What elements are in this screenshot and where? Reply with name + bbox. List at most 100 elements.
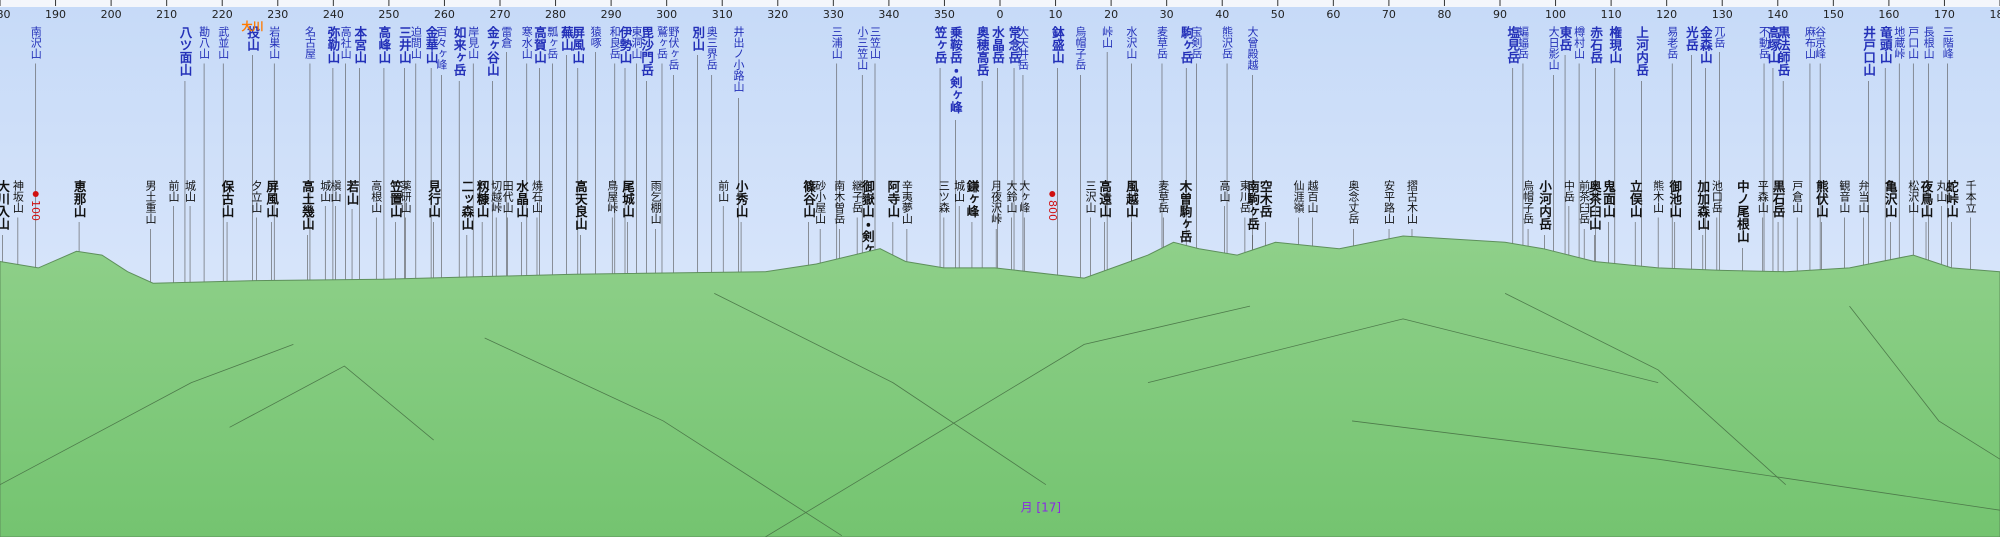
sun-label: 大川 <box>242 19 264 33</box>
tick-label: 30 <box>1160 8 1174 21</box>
peak-label: 金森山 <box>1698 25 1713 64</box>
peak-label: 名古屋 <box>303 25 316 60</box>
peak-label: 雷倉 <box>500 26 513 49</box>
peak-label: 城山 <box>184 180 197 202</box>
peak-label: 小河内岳 <box>1537 179 1552 231</box>
tick-label: 350 <box>934 8 955 21</box>
peak-label: 継子岳 <box>851 180 864 213</box>
peak-label: 池口岳 <box>1710 180 1723 213</box>
peak-label: 風越山 <box>1124 180 1139 218</box>
ruler-ticks: 1801902002102202302402502602702802903003… <box>0 0 2000 21</box>
peak-label: 黒法師岳 <box>1776 26 1791 77</box>
tick-label: 260 <box>434 8 455 21</box>
peak-label: 戸口山 <box>1907 26 1920 59</box>
peak-label: 三笠山 <box>869 26 882 59</box>
peak-label: 駒ヶ岳 <box>1179 25 1194 64</box>
peak-label: 黒石岳 <box>1771 180 1786 218</box>
tick-label: 150 <box>1823 8 1844 21</box>
moon-label: 月 [17] <box>1021 501 1061 515</box>
peak-label: 蕪山 <box>559 25 574 52</box>
tick-label: 70 <box>1382 8 1396 21</box>
tick-label: 90 <box>1493 8 1507 21</box>
peak-label: 樽村山 <box>1573 25 1586 59</box>
tick-label: 310 <box>712 8 733 21</box>
peak-label: 高山 <box>1218 179 1231 202</box>
peak-label: 塩見岳 <box>1505 25 1520 64</box>
peak-label: 御池山 <box>1667 179 1682 218</box>
peak-label: 前茶臼岳 <box>1578 179 1591 224</box>
peak-label: 麦草岳 <box>1157 180 1170 213</box>
peak-label: 如来ヶ岳 <box>452 25 467 77</box>
tick-label: 140 <box>1767 8 1788 21</box>
peak-label: 高土幾山 <box>300 179 315 231</box>
marker-dot <box>32 191 39 197</box>
peak-label: 御嶽山・剣ヶ峰 <box>860 179 875 268</box>
peak-label: 神坂山 <box>11 179 24 213</box>
peak-label: 空木岳 <box>1258 179 1273 218</box>
peak-label: 焼石山 <box>530 180 543 213</box>
peak-label: 弥勒山 <box>325 25 340 64</box>
tick-label: 40 <box>1215 8 1229 21</box>
peak-label: 上河内岳 <box>1634 25 1649 77</box>
peak-label: 鳥屋峠 <box>606 179 619 214</box>
peak-label: 高社山 <box>339 25 352 59</box>
peak-label: 戸倉山 <box>1791 180 1804 213</box>
peak-label: 乗鞍岳・剣ヶ峰 <box>948 25 963 114</box>
peak-label: 岸見山 <box>467 26 480 59</box>
peak-label: 城山 <box>319 180 332 202</box>
tick-label: 130 <box>1712 8 1733 21</box>
peak-label: 越百山 <box>1306 179 1319 213</box>
peak-label: 八ツ面山 <box>177 26 192 77</box>
ridge-line <box>1147 318 1659 384</box>
peak-label: 籾糠山 <box>475 179 490 218</box>
marker-dot <box>1049 191 1056 197</box>
peak-label: 水晶岳 <box>990 25 1005 64</box>
peak-label: 東洞山 <box>630 26 643 59</box>
peak-label: 岩巣山 <box>268 25 281 59</box>
tick-label: 340 <box>878 8 899 21</box>
peak-label: 東岳 <box>1558 25 1573 52</box>
peak-label: 熊木山 <box>1652 180 1665 213</box>
peak-label: 立俣山 <box>1628 179 1643 218</box>
peak-label: 鬼面山 <box>1601 179 1616 218</box>
peak-label: 金ヶ谷山 <box>485 25 500 77</box>
peak-label: 雨乞棚山 <box>649 180 662 224</box>
peak-label: 南木曽岳 <box>833 180 846 224</box>
peak-label: 常念岳 <box>1007 25 1022 64</box>
peak-label: 高峰山 <box>376 25 391 64</box>
tick-label: 180 <box>1990 8 2000 21</box>
peak-label: 本宮山 <box>352 25 367 64</box>
peak-label: 恵那山 <box>72 179 87 218</box>
peak-label: 屏風山 <box>570 26 585 64</box>
peak-label: 易老岳 <box>1666 26 1679 59</box>
peak-label: 南沢山 <box>29 26 42 59</box>
peak-label: 千本立 <box>1964 180 1977 213</box>
peak-label: 辛夷夢山 <box>900 180 913 224</box>
peak-label: 鉢盛山 <box>1050 25 1065 64</box>
tick-label: 270 <box>490 8 511 21</box>
ridge-line <box>1849 305 2000 460</box>
ridge-fill <box>0 235 2000 537</box>
peak-label: 高賀山 <box>532 25 547 64</box>
peak-label: 薬研山 <box>399 180 412 213</box>
peak-label: 木曽駒ヶ岳 <box>1177 179 1192 243</box>
tick-label: 120 <box>1656 8 1677 21</box>
peak-label: 迫間山 <box>409 26 422 59</box>
peak-label: 水晶山 <box>514 179 529 218</box>
tick-label: 220 <box>212 8 233 21</box>
tick-label: 330 <box>823 8 844 21</box>
peak-label: 大ヶ峰 <box>1018 179 1031 213</box>
peak-label: 大曾殿越 <box>1246 25 1259 71</box>
tick-label: 200 <box>101 8 122 21</box>
peak-label: 三階峰 <box>1941 26 1954 59</box>
tick-label: 110 <box>1601 8 1622 21</box>
peak-label: 切越峠 <box>490 180 503 214</box>
peak-label: 赤石岳 <box>1588 25 1603 64</box>
peak-label: 百々ヶ峰 <box>435 26 448 70</box>
peak-label: 烏帽子岳 <box>1074 25 1087 70</box>
tick-label: 60 <box>1326 8 1340 21</box>
peak-label: 笠ヶ岳 <box>933 25 948 64</box>
peak-label: 烏帽子岳 <box>1522 179 1535 224</box>
peak-label: 仙涯嶺 <box>1292 180 1305 214</box>
peak-label: 保古山 <box>220 179 235 218</box>
